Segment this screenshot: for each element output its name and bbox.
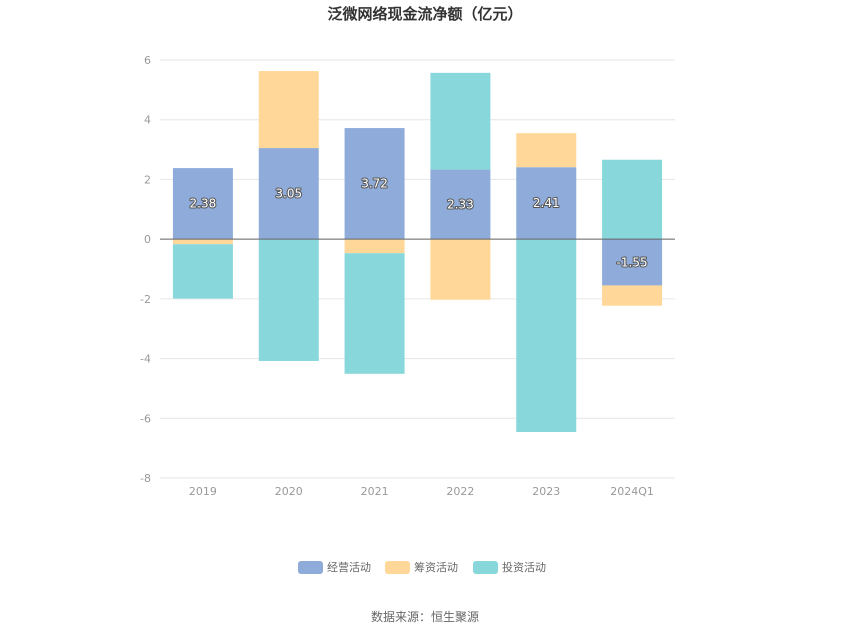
x-tick-label: 2024Q1 bbox=[610, 485, 654, 498]
y-tick-label: 4 bbox=[144, 114, 151, 127]
legend-label: 筹资活动 bbox=[414, 560, 458, 574]
bar-1[interactable] bbox=[172, 168, 233, 240]
legend-item[interactable]: 经营活动 bbox=[298, 560, 371, 574]
bar-2[interactable] bbox=[430, 239, 491, 300]
legend-swatch bbox=[298, 561, 323, 574]
bar-1[interactable] bbox=[516, 167, 577, 240]
y-tick-label: -6 bbox=[140, 412, 151, 425]
bar-3[interactable] bbox=[258, 239, 319, 361]
x-axis: 2019 2020 2021 2022 2023 2024Q1 bbox=[189, 485, 654, 498]
bar-1[interactable] bbox=[258, 148, 319, 240]
bar-1[interactable] bbox=[344, 128, 405, 240]
bar-3[interactable] bbox=[602, 159, 663, 240]
y-tick-label: -4 bbox=[140, 353, 151, 366]
chart-title: 泛微网络现金流净额（亿元） bbox=[327, 5, 522, 23]
bar-3[interactable] bbox=[516, 239, 577, 433]
legend-item[interactable]: 筹资活动 bbox=[385, 560, 458, 574]
data-labels: 2.38 3.05 3.72 2.33 2.41 -1.55 bbox=[189, 176, 649, 271]
data-label: 2.38 bbox=[190, 197, 217, 211]
legend-swatch bbox=[385, 561, 410, 574]
bars bbox=[172, 71, 663, 433]
x-tick-label: 2019 bbox=[189, 485, 217, 498]
data-label: 3.72 bbox=[361, 177, 388, 191]
bar-1[interactable] bbox=[602, 239, 663, 286]
data-label: 3.05 bbox=[275, 187, 302, 201]
bar-1[interactable] bbox=[430, 169, 491, 240]
y-tick-label: 6 bbox=[144, 54, 151, 67]
x-tick-label: 2023 bbox=[532, 485, 560, 498]
bar-2[interactable] bbox=[602, 285, 663, 306]
data-label: -1.55 bbox=[617, 255, 648, 269]
y-tick-label: 0 bbox=[144, 233, 151, 246]
source-note: 数据来源：恒生聚源 bbox=[371, 609, 479, 624]
legend-swatch bbox=[473, 561, 498, 574]
y-tick-label: 2 bbox=[144, 173, 151, 186]
y-tick-label: -2 bbox=[140, 293, 151, 306]
bar-2[interactable] bbox=[258, 71, 319, 149]
data-label: 2.41 bbox=[533, 196, 560, 210]
legend[interactable]: 经营活动 筹资活动 投资活动 bbox=[298, 560, 546, 574]
bar-3[interactable] bbox=[430, 72, 491, 170]
data-label: 2.33 bbox=[447, 197, 474, 211]
legend-item[interactable]: 投资活动 bbox=[473, 560, 546, 574]
bar-3[interactable] bbox=[172, 244, 233, 299]
bar-3[interactable] bbox=[344, 253, 405, 374]
x-tick-label: 2020 bbox=[275, 485, 303, 498]
legend-label: 经营活动 bbox=[327, 560, 371, 574]
x-tick-label: 2021 bbox=[361, 485, 389, 498]
bar-2[interactable] bbox=[344, 239, 405, 254]
x-tick-label: 2022 bbox=[446, 485, 474, 498]
bar-2[interactable] bbox=[172, 239, 233, 245]
legend-label: 投资活动 bbox=[502, 560, 546, 574]
y-tick-label: -8 bbox=[140, 472, 151, 485]
bar-2[interactable] bbox=[516, 133, 577, 168]
